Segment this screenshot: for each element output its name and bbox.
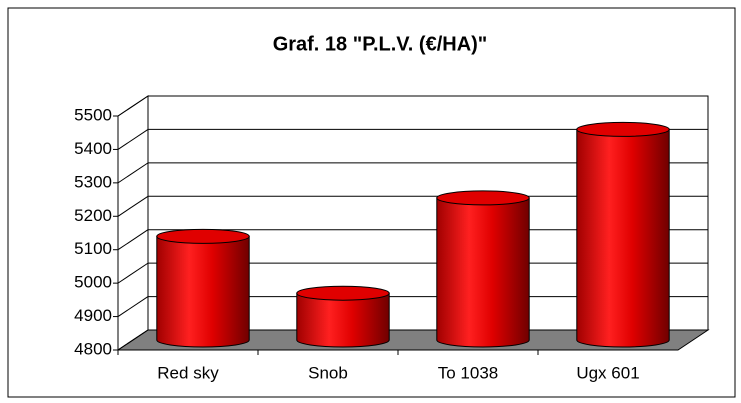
grid-line — [117, 329, 149, 351]
bar-part — [296, 285, 390, 301]
bar-part — [296, 292, 390, 348]
bar-part — [156, 228, 250, 244]
grid-line — [117, 262, 149, 284]
grid-line — [117, 296, 149, 317]
y-tick-label: 4800 — [74, 339, 112, 358]
y-tick-label: 5300 — [74, 172, 112, 191]
grid-line — [117, 95, 149, 117]
y-tick-label: 5000 — [74, 273, 112, 292]
bar-part — [576, 121, 670, 137]
bar — [296, 285, 390, 348]
grid-line — [117, 229, 149, 251]
bar — [576, 121, 670, 348]
grid-line — [117, 195, 149, 217]
y-tick-label: 5400 — [74, 139, 112, 158]
x-tick-label: To 1038 — [438, 363, 499, 382]
y-tick-label: 5100 — [74, 239, 112, 258]
x-tick-label: Red sky — [157, 363, 219, 382]
y-tick-label: 5500 — [74, 105, 112, 124]
y-tick-label: 4900 — [74, 306, 112, 325]
bar-part — [436, 190, 530, 206]
bar-part — [156, 235, 250, 348]
side-wall — [117, 95, 149, 351]
grid-line — [117, 129, 149, 150]
grid-line — [117, 162, 149, 184]
bar-part — [436, 197, 530, 348]
bar — [436, 190, 530, 348]
x-tick-label: Ugx 601 — [576, 363, 639, 382]
y-tick-label: 5200 — [74, 206, 112, 225]
bar-part — [576, 128, 670, 348]
x-tick-label: Snob — [308, 363, 348, 382]
bar — [156, 228, 250, 348]
chart-title: Graf. 18 "P.L.V. (€/HA)" — [273, 33, 488, 55]
